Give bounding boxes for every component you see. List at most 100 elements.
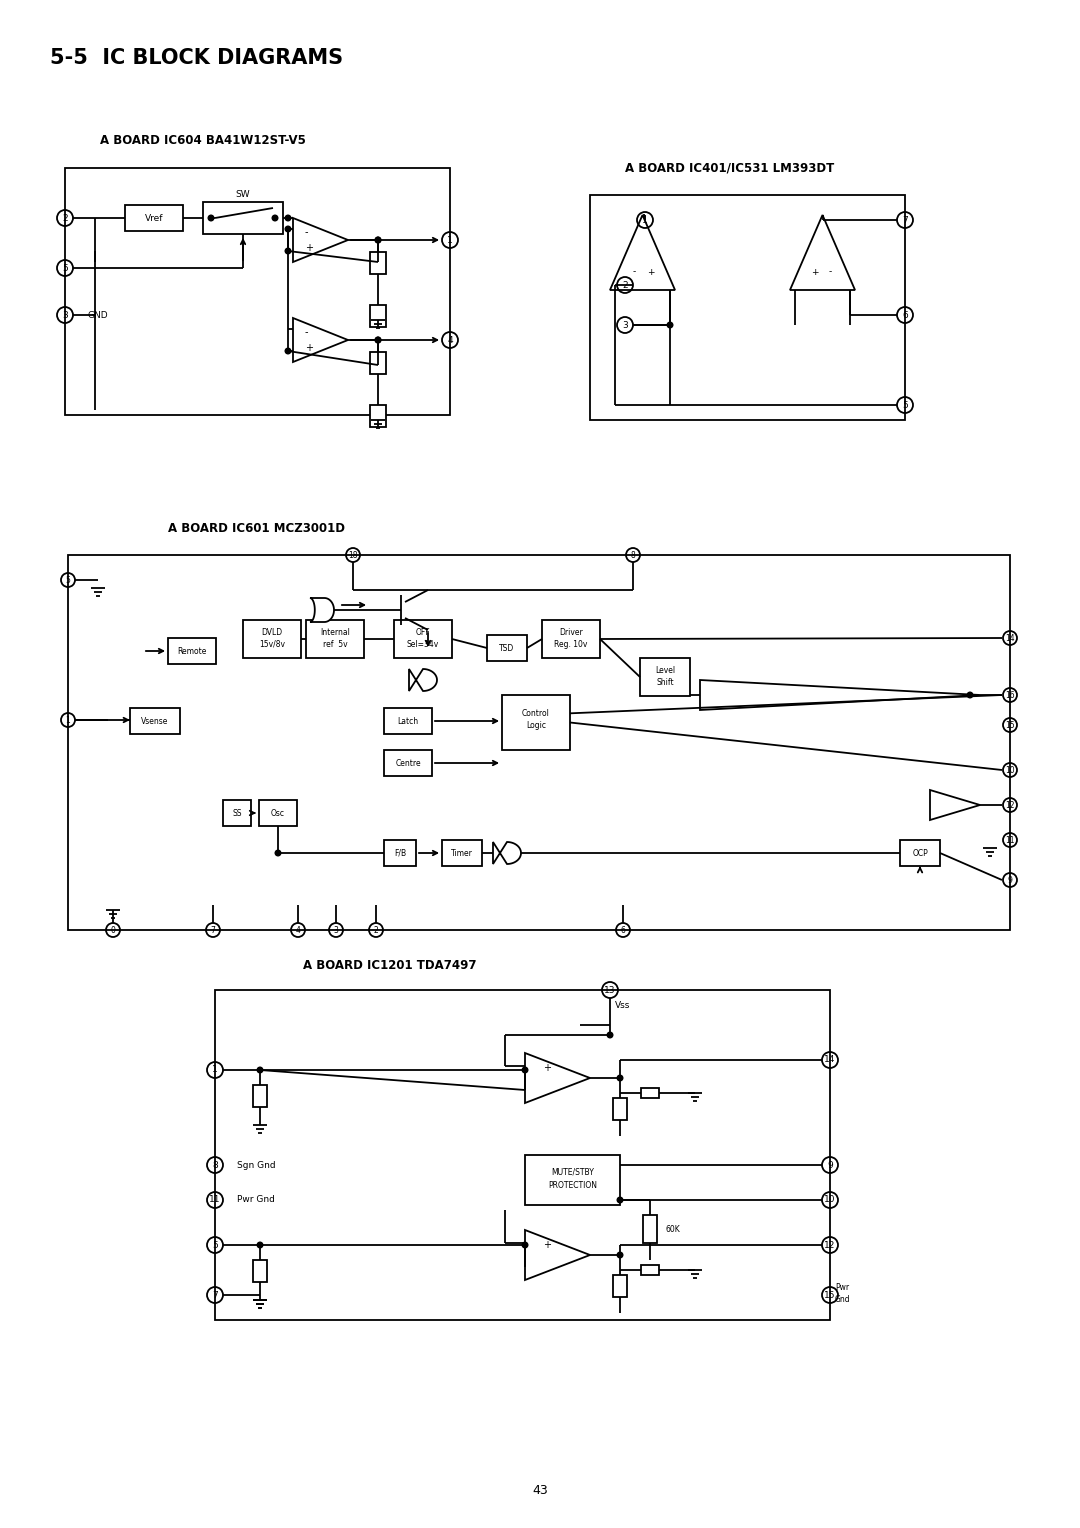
Text: 12: 12: [1005, 801, 1015, 810]
Text: 3: 3: [622, 321, 627, 330]
Bar: [442, 840, 482, 866]
Text: 5: 5: [902, 400, 908, 410]
Text: 0: 0: [110, 926, 116, 935]
Text: Osc: Osc: [271, 808, 285, 817]
Text: Timer: Timer: [451, 848, 473, 857]
Text: -: -: [305, 228, 309, 237]
Text: 16: 16: [1005, 691, 1015, 700]
Circle shape: [285, 248, 291, 254]
Text: 14: 14: [1005, 634, 1015, 642]
Text: A BOARD IC604 BA41W12ST-V5: A BOARD IC604 BA41W12ST-V5: [100, 133, 306, 147]
Text: Internal: Internal: [320, 628, 350, 637]
Bar: [613, 1274, 627, 1297]
Text: 1: 1: [66, 715, 70, 724]
Bar: [125, 205, 183, 231]
Bar: [525, 1155, 620, 1206]
Text: SS: SS: [232, 808, 242, 817]
Text: 3: 3: [63, 310, 68, 319]
Text: GND: GND: [87, 310, 108, 319]
Text: 13: 13: [604, 986, 616, 995]
Text: 9: 9: [1008, 876, 1012, 885]
Text: F/B: F/B: [394, 848, 406, 857]
Text: +: +: [305, 342, 313, 353]
Bar: [384, 707, 432, 733]
Bar: [253, 1085, 267, 1106]
Circle shape: [968, 692, 973, 698]
Text: 15: 15: [824, 1291, 836, 1299]
Bar: [130, 707, 180, 733]
Polygon shape: [409, 669, 437, 691]
Text: 5: 5: [66, 576, 70, 585]
Bar: [253, 1261, 267, 1282]
Bar: [222, 801, 251, 827]
Text: Driver: Driver: [559, 628, 583, 637]
Text: A BOARD IC401/IC531 LM393DT: A BOARD IC401/IC531 LM393DT: [625, 162, 834, 174]
Text: SW: SW: [235, 189, 251, 199]
Text: 7: 7: [211, 926, 215, 935]
Text: 1: 1: [643, 215, 648, 225]
Circle shape: [272, 215, 278, 222]
Text: 2: 2: [622, 281, 627, 289]
Text: 7: 7: [902, 215, 908, 225]
Bar: [900, 840, 940, 866]
Bar: [243, 620, 301, 659]
Text: 8: 8: [631, 550, 635, 559]
Text: Latch: Latch: [397, 717, 419, 726]
Circle shape: [208, 215, 214, 222]
Text: -: -: [828, 267, 832, 277]
Bar: [642, 1088, 659, 1099]
Text: 9: 9: [827, 1160, 833, 1169]
Text: A BOARD IC1201 TDA7497: A BOARD IC1201 TDA7497: [303, 958, 476, 972]
Text: ref  5v: ref 5v: [323, 640, 348, 648]
Text: 2: 2: [63, 214, 68, 223]
Circle shape: [285, 215, 291, 222]
Text: 5: 5: [212, 1241, 218, 1250]
Text: Sel=34v: Sel=34v: [407, 640, 440, 648]
Circle shape: [523, 1067, 528, 1073]
Bar: [370, 351, 386, 374]
Bar: [487, 636, 527, 662]
Polygon shape: [492, 842, 521, 863]
Circle shape: [375, 237, 381, 243]
Text: 10: 10: [824, 1195, 836, 1204]
Text: Pwr Gnd: Pwr Gnd: [237, 1195, 275, 1204]
Text: Control: Control: [522, 709, 550, 718]
Circle shape: [275, 850, 281, 856]
Bar: [65, 168, 450, 416]
Text: 7: 7: [212, 1291, 218, 1299]
Polygon shape: [310, 597, 334, 622]
Bar: [68, 555, 1010, 931]
Text: DVLD: DVLD: [261, 628, 283, 637]
Bar: [640, 659, 690, 695]
Circle shape: [375, 237, 381, 243]
Text: Vss: Vss: [615, 1001, 631, 1010]
Bar: [370, 405, 386, 426]
Bar: [259, 801, 297, 827]
Bar: [542, 620, 600, 659]
Bar: [643, 1215, 657, 1242]
Bar: [203, 202, 283, 234]
Text: 8: 8: [212, 1160, 218, 1169]
Text: Centre: Centre: [395, 758, 421, 767]
Text: TSD: TSD: [499, 643, 515, 652]
Circle shape: [617, 1198, 623, 1203]
Text: 15v/8v: 15v/8v: [259, 640, 285, 648]
Text: +: +: [811, 267, 819, 277]
Circle shape: [523, 1242, 528, 1248]
Text: +: +: [305, 243, 313, 254]
Text: 11: 11: [1005, 836, 1015, 845]
Bar: [215, 990, 831, 1320]
Text: 1: 1: [447, 235, 453, 244]
Circle shape: [375, 338, 381, 342]
Text: Remote: Remote: [177, 646, 206, 656]
Text: Sgn Gnd: Sgn Gnd: [237, 1160, 275, 1169]
Bar: [168, 639, 216, 665]
Text: 1: 1: [212, 1065, 218, 1074]
Text: 6: 6: [621, 926, 625, 935]
Text: MUTE/STBY: MUTE/STBY: [551, 1167, 594, 1177]
Text: 11: 11: [210, 1195, 220, 1204]
Text: +: +: [543, 1241, 551, 1250]
Text: -: -: [633, 267, 636, 277]
Text: Pwr: Pwr: [835, 1284, 849, 1293]
Bar: [394, 620, 453, 659]
